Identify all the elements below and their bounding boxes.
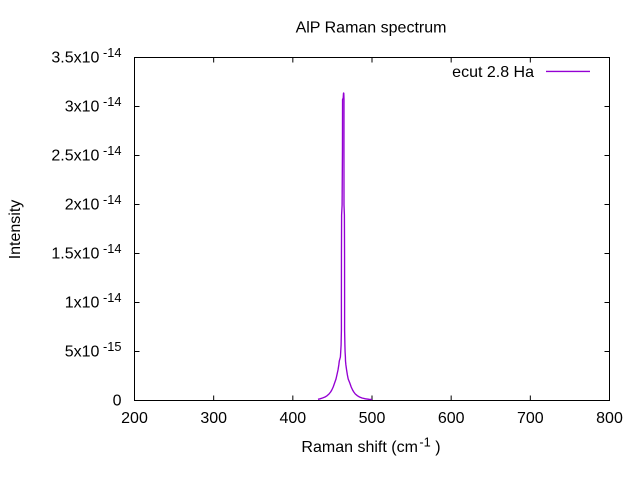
- svg-text:ecut 2.8 Ha: ecut 2.8 Ha: [452, 64, 534, 81]
- svg-text:200: 200: [121, 410, 148, 427]
- svg-text:400: 400: [279, 410, 306, 427]
- svg-text:700: 700: [517, 410, 544, 427]
- svg-text:Intensity: Intensity: [7, 200, 24, 260]
- svg-text:300: 300: [200, 410, 227, 427]
- svg-text:600: 600: [438, 410, 465, 427]
- svg-text:AlP Raman spectrum: AlP Raman spectrum: [296, 19, 447, 36]
- svg-text:Raman shift (cm-1 ): Raman shift (cm -1 ): [301, 434, 440, 456]
- svg-text:500: 500: [359, 410, 386, 427]
- svg-text:0: 0: [113, 393, 122, 410]
- svg-text:800: 800: [596, 410, 623, 427]
